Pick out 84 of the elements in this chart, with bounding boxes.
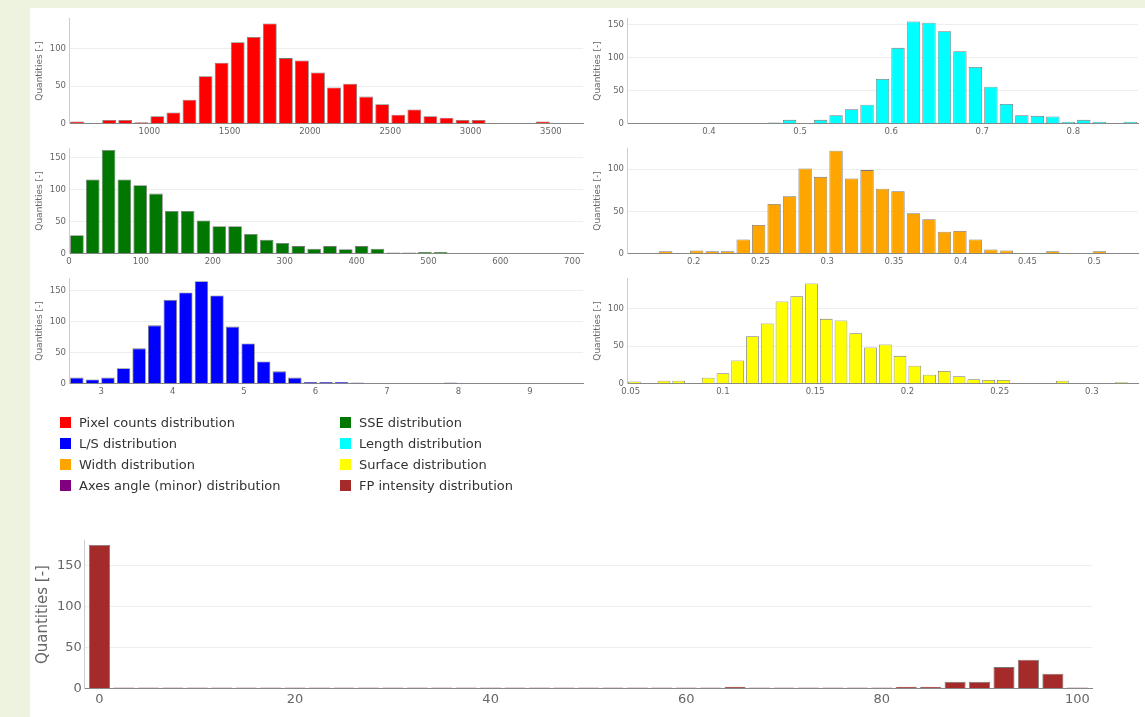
y-tick-label: 50 [613, 84, 625, 95]
y-tick-label: 150 [49, 284, 67, 295]
y-tick-label: 0 [60, 378, 67, 388]
y-tick-label: 100 [49, 42, 67, 53]
x-tick-label: 0.2 [900, 386, 915, 397]
x-tick-label: 200 [204, 256, 221, 267]
x-tick-label: 5 [241, 386, 247, 397]
x-tick-label: 1000 [138, 126, 161, 137]
y-tick-label: 50 [613, 205, 625, 216]
legend-label: L/S distribution [79, 436, 178, 451]
y-tick-label: 0 [73, 679, 82, 695]
legend-label: FP intensity distribution [359, 478, 514, 493]
y-axis-title: Quantities [-] [32, 565, 51, 665]
x-tick-label: 7 [384, 386, 390, 397]
y-tick-label: 100 [607, 302, 625, 313]
y-tick-label: 100 [607, 51, 625, 62]
x-tick-label: 3500 [540, 126, 562, 137]
x-tick-label: 500 [420, 256, 437, 267]
x-tick-label: 2000 [299, 126, 321, 137]
y-axis-title: Quantities [-] [591, 41, 602, 101]
y-tick-label: 150 [56, 556, 82, 572]
x-tick-label: 0.35 [884, 256, 904, 267]
x-tick-label: 0.3 [1085, 386, 1099, 397]
x-tick-label: 0.1 [716, 386, 730, 397]
y-tick-label: 50 [55, 80, 67, 91]
x-tick-label: 0.25 [990, 386, 1010, 397]
y-tick-label: 0 [618, 118, 625, 128]
y-tick-label: 0 [618, 378, 625, 388]
y-tick-label: 50 [65, 638, 82, 654]
y-tick-label: 0 [60, 248, 67, 258]
x-tick-label: 700 [564, 256, 581, 267]
x-tick-label: 600 [492, 256, 509, 267]
x-tick-label: 40 [482, 690, 499, 706]
y-tick-label: 100 [56, 597, 82, 613]
y-tick-label: 100 [607, 163, 625, 174]
x-tick-label: 0.4 [702, 126, 716, 137]
y-tick-label: 50 [55, 346, 67, 357]
x-tick-label: 0 [95, 690, 104, 706]
y-tick-label: 50 [55, 215, 67, 226]
x-tick-label: 20 [286, 690, 304, 706]
x-tick-label: 100 [1064, 690, 1090, 706]
y-axis-title: Quantities [-] [33, 41, 44, 101]
legend-label: Surface distribution [359, 457, 487, 472]
x-tick-label: 0.25 [751, 256, 770, 267]
y-tick-label: 150 [49, 151, 67, 162]
x-tick-label: 100 [132, 256, 150, 267]
legend-label: Width distribution [79, 457, 195, 472]
y-tick-label: 100 [49, 315, 67, 326]
x-tick-label: 0.5 [793, 126, 807, 137]
x-tick-label: 2500 [379, 126, 402, 137]
y-tick-label: 0 [60, 118, 67, 128]
x-tick-label: 8 [455, 386, 462, 397]
y-axis-title: Quantities [-] [33, 171, 44, 231]
y-axis-title: Quantities [-] [591, 171, 602, 231]
legend-label: Length distribution [359, 436, 483, 451]
x-tick-label: 0.3 [820, 256, 835, 267]
x-tick-label: 0.4 [953, 256, 968, 267]
legend-label: Pixel counts distribution [79, 415, 235, 430]
x-tick-label: 300 [276, 256, 293, 267]
x-tick-label: 0.6 [884, 126, 898, 137]
x-tick-label: 0.05 [621, 386, 641, 397]
y-axis-title: Quantities [-] [591, 301, 602, 361]
x-tick-label: 80 [873, 690, 891, 706]
text: Axes angle (minor) distribution [79, 478, 281, 493]
x-tick-label: 0.45 [1018, 256, 1037, 267]
y-tick-label: 150 [607, 18, 625, 29]
y-tick-label: 0 [618, 248, 625, 258]
x-tick-label: 0.8 [1066, 126, 1081, 137]
x-tick-label: 0.5 [1087, 256, 1101, 267]
x-tick-label: 3 [98, 386, 104, 397]
x-tick-label: 6 [312, 386, 319, 397]
y-tick-label: 100 [49, 183, 67, 194]
x-tick-label: 0.15 [805, 386, 825, 397]
legend-label: SSE distribution [359, 415, 462, 430]
x-tick-label: 0.7 [975, 126, 990, 137]
x-tick-label: 4 [169, 386, 176, 397]
y-axis-title: Quantities [-] [33, 301, 44, 361]
x-tick-label: 0.2 [687, 256, 701, 267]
x-tick-label: 9 [527, 386, 533, 397]
y-tick-label: 50 [613, 340, 625, 351]
x-tick-label: 3000 [459, 126, 482, 137]
x-tick-label: 400 [348, 256, 365, 267]
x-tick-label: 60 [677, 690, 695, 706]
x-tick-label: 1500 [218, 126, 241, 137]
